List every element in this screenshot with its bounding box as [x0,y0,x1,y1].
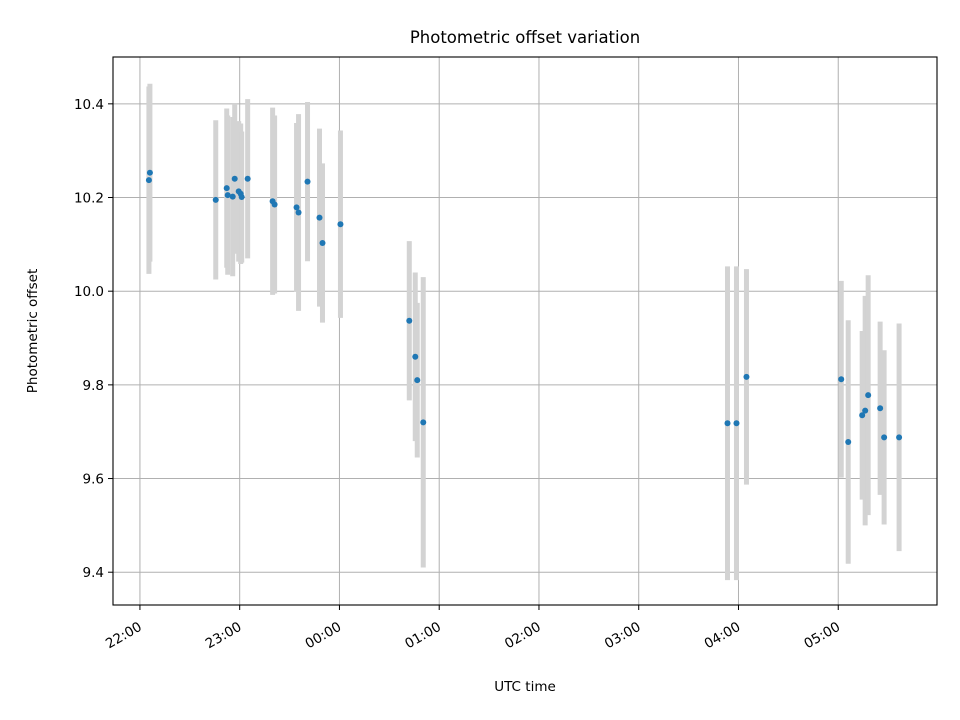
data-point [212,196,219,203]
grid-lines [113,57,937,605]
data-point [316,214,323,221]
x-tick-label: 23:00 [203,619,245,652]
data-point [146,169,153,176]
data-point [229,193,236,200]
data-point [859,412,866,419]
y-tick-label: 10.4 [74,97,104,113]
error-bars [146,83,902,581]
x-tick-label: 00:00 [303,619,345,652]
data-point [414,377,421,384]
data-point [223,185,230,192]
data-point [145,177,152,184]
chart-title: Photometric offset variation [410,28,640,47]
data-point [293,204,300,211]
data-point [337,221,344,228]
data-point [224,192,231,199]
y-tick-label: 10.2 [74,191,104,207]
y-tick-label: 9.4 [83,565,104,581]
data-point [244,175,251,182]
data-point [319,239,326,246]
plot-frame [112,56,938,606]
x-tick-label: 03:00 [602,619,644,652]
x-ticks: 22:00 23:00 00:00 01:00 02:00 03:00 04:00 05:00 [103,605,843,652]
data-point [271,201,278,208]
data-point [724,420,731,427]
data-point [231,175,238,182]
y-ticks: 9.4 9.6 9.8 10.0 10.2 10.4 [74,97,113,581]
data-point [304,178,311,185]
data-points [145,169,903,446]
x-axis-label: UTC time [494,679,556,695]
x-tick-label: 22:00 [103,619,145,652]
x-tick-label: 01:00 [402,619,444,652]
data-point [845,439,852,446]
data-point [743,373,750,380]
data-point [733,420,740,427]
data-point [877,405,884,412]
data-point [865,392,872,399]
y-tick-label: 9.6 [83,472,104,488]
data-point [295,209,302,216]
x-tick-label: 04:00 [702,619,744,652]
data-point [238,194,245,201]
data-point [412,353,419,360]
y-tick-label: 9.8 [83,378,104,394]
data-point [862,407,869,414]
data-point [896,434,903,441]
x-tick-label: 02:00 [502,619,544,652]
data-point [406,317,413,324]
y-tick-label: 10.0 [74,284,104,300]
data-point [838,376,845,383]
data-point [881,434,888,441]
y-axis-label: Photometric offset [25,269,41,393]
data-point [420,419,427,426]
x-tick-label: 05:00 [801,619,843,652]
